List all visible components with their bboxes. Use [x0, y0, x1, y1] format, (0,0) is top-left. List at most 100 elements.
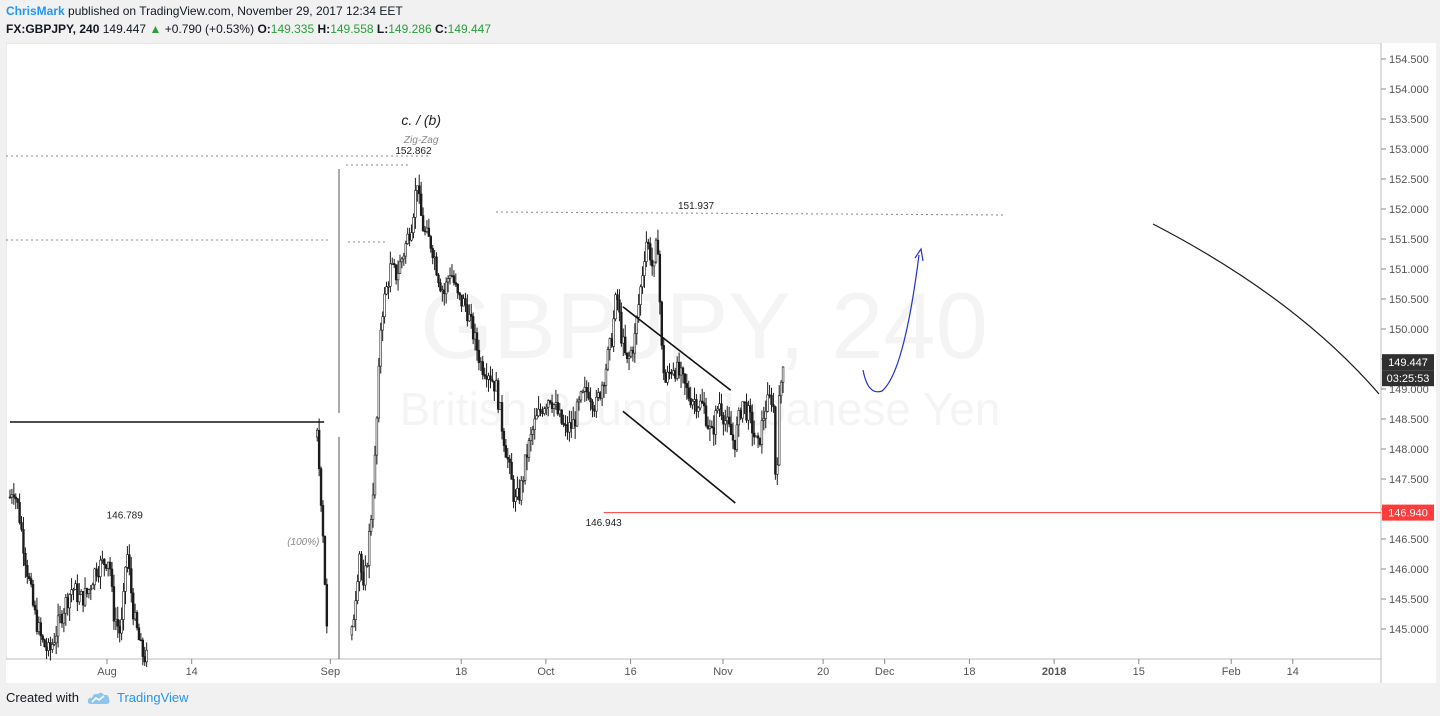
candle[interactable] [452, 270, 456, 286]
candle[interactable] [414, 177, 417, 229]
candle[interactable] [612, 310, 615, 353]
candle[interactable] [56, 603, 60, 648]
candle[interactable] [658, 250, 662, 315]
candle[interactable] [770, 387, 773, 412]
candle[interactable] [531, 425, 535, 446]
candle[interactable] [18, 493, 21, 525]
dotted-level-line[interactable] [495, 211, 1007, 216]
candle[interactable] [398, 254, 402, 275]
trend-line[interactable] [622, 410, 736, 504]
candle[interactable] [435, 252, 438, 277]
candle[interactable] [527, 437, 531, 462]
candle[interactable] [512, 475, 515, 509]
candle[interactable] [625, 352, 629, 364]
candle[interactable] [371, 482, 375, 528]
candle[interactable] [43, 638, 46, 648]
candle[interactable] [379, 322, 382, 374]
candle[interactable] [448, 267, 452, 285]
candle[interactable] [352, 614, 355, 628]
candle[interactable] [477, 339, 481, 371]
candle[interactable] [112, 574, 116, 630]
candle[interactable] [35, 597, 39, 635]
candle[interactable] [439, 278, 442, 293]
candle[interactable] [687, 380, 690, 402]
candle[interactable] [529, 426, 533, 452]
candle[interactable] [496, 378, 500, 414]
candle[interactable] [639, 284, 642, 316]
candle[interactable] [466, 294, 469, 327]
candle[interactable] [660, 300, 663, 350]
candle[interactable] [22, 516, 25, 567]
candle[interactable] [647, 238, 650, 250]
candle[interactable] [695, 394, 698, 419]
candle[interactable] [41, 634, 44, 643]
candle[interactable] [26, 559, 29, 584]
candle[interactable] [321, 500, 325, 543]
candle[interactable] [31, 579, 35, 608]
symbol-label[interactable]: FX:GBPJPY, 240 [6, 22, 100, 36]
candle[interactable] [645, 231, 648, 268]
candle[interactable] [697, 405, 700, 418]
candle[interactable] [95, 562, 98, 582]
candle[interactable] [29, 572, 33, 588]
candle[interactable] [710, 420, 714, 429]
candle[interactable] [776, 457, 779, 486]
candle[interactable] [766, 382, 769, 413]
candle[interactable] [735, 416, 739, 453]
candle[interactable] [402, 252, 406, 266]
candle[interactable] [16, 497, 19, 509]
candle[interactable] [437, 273, 440, 288]
candle[interactable] [394, 264, 398, 285]
candle[interactable] [446, 275, 450, 293]
candle[interactable] [72, 587, 75, 601]
candle[interactable] [747, 400, 750, 430]
candle[interactable] [643, 251, 646, 288]
candle[interactable] [560, 409, 563, 425]
candle[interactable] [616, 289, 619, 311]
time-axis[interactable] [6, 659, 1381, 683]
candle[interactable] [510, 453, 513, 480]
candle[interactable] [508, 454, 511, 474]
candle[interactable] [585, 380, 588, 401]
candle[interactable] [604, 363, 608, 395]
candle[interactable] [130, 557, 133, 603]
candle[interactable] [714, 405, 717, 445]
candle[interactable] [87, 588, 91, 599]
candle[interactable] [521, 476, 525, 493]
candle[interactable] [781, 366, 785, 394]
candle[interactable] [470, 303, 473, 329]
candle[interactable] [543, 406, 546, 416]
candle[interactable] [103, 558, 106, 577]
candle[interactable] [502, 427, 506, 452]
chart-area[interactable]: GBPJPY, 240 British Pound / Japanese Yen… [5, 42, 1436, 683]
candle[interactable] [427, 218, 431, 237]
price-chart[interactable]: GBPJPY, 240 British Pound / Japanese Yen… [5, 42, 1436, 683]
candle[interactable] [62, 608, 66, 633]
candle[interactable] [323, 535, 327, 586]
candle[interactable] [556, 394, 560, 416]
candle[interactable] [319, 466, 323, 512]
candle[interactable] [360, 551, 363, 581]
candle[interactable] [666, 365, 669, 386]
candle[interactable] [752, 420, 756, 445]
tradingview-logo[interactable]: TradingView [87, 690, 189, 705]
projection-curve[interactable] [1152, 223, 1380, 395]
candle[interactable] [506, 447, 509, 469]
candle[interactable] [539, 403, 542, 417]
candle[interactable] [137, 623, 141, 641]
candle[interactable] [749, 398, 752, 424]
candle[interactable] [51, 638, 54, 653]
candle[interactable] [145, 642, 148, 668]
candle[interactable] [325, 578, 329, 634]
candle[interactable] [99, 555, 102, 589]
candle[interactable] [722, 412, 725, 436]
candle[interactable] [419, 181, 423, 216]
candle[interactable] [481, 355, 484, 380]
candle[interactable] [383, 287, 386, 324]
candle[interactable] [471, 312, 475, 345]
candle[interactable] [76, 574, 79, 612]
candle[interactable] [548, 399, 552, 405]
candle[interactable] [141, 637, 145, 666]
candle[interactable] [683, 373, 687, 396]
candle[interactable] [396, 260, 400, 291]
